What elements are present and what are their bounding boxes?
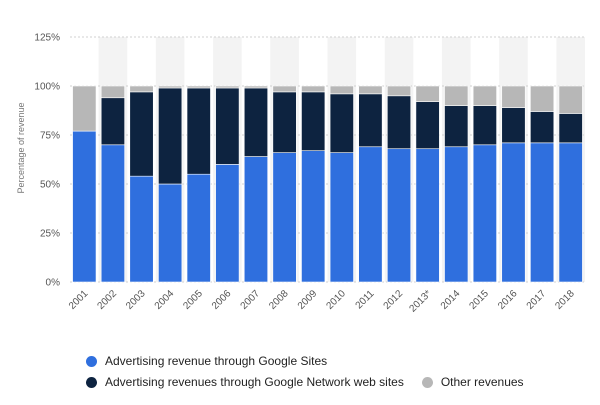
x-tick-label: 2012 bbox=[382, 288, 406, 312]
bar-segment-network-sites[interactable] bbox=[530, 111, 555, 144]
bar-segment-google-sites[interactable] bbox=[272, 152, 297, 283]
bar-segment-google-sites[interactable] bbox=[72, 130, 97, 283]
x-tick-label: 2018 bbox=[553, 288, 577, 312]
x-tick-label: 2001 bbox=[67, 288, 91, 312]
legend-item-network-sites[interactable]: Advertising revenues through Google Netw… bbox=[86, 375, 404, 389]
legend-label-network-sites: Advertising revenues through Google Netw… bbox=[105, 375, 404, 389]
bar-segment-google-sites[interactable] bbox=[243, 156, 269, 283]
y-tick-label: 100% bbox=[34, 82, 60, 93]
y-tick-label: 50% bbox=[40, 180, 60, 191]
bar-segment-google-sites[interactable] bbox=[386, 148, 412, 283]
bar-segment-other-revenues[interactable] bbox=[158, 85, 183, 89]
x-tick-label: 2013* bbox=[407, 288, 433, 314]
bar-segment-google-sites[interactable] bbox=[301, 150, 326, 283]
x-tick-label: 2016 bbox=[496, 288, 520, 312]
bar-segment-network-sites[interactable] bbox=[444, 105, 469, 148]
bar-segment-network-sites[interactable] bbox=[472, 105, 497, 146]
bar-segment-google-sites[interactable] bbox=[558, 142, 583, 283]
bar-segment-other-revenues[interactable] bbox=[129, 85, 154, 93]
bar-segment-google-sites[interactable] bbox=[415, 148, 440, 283]
x-tick-label: 2002 bbox=[96, 288, 120, 312]
bar-segment-google-sites[interactable] bbox=[444, 146, 469, 283]
bar-segment-other-revenues[interactable] bbox=[100, 85, 125, 99]
bar-segment-network-sites[interactable] bbox=[158, 87, 183, 185]
legend-dot-google-sites-icon bbox=[86, 355, 97, 367]
x-tick-label: 2015 bbox=[467, 288, 491, 312]
bar-segment-other-revenues[interactable] bbox=[243, 85, 269, 89]
bar-segment-network-sites[interactable] bbox=[386, 95, 412, 150]
bar-segment-google-sites[interactable] bbox=[501, 142, 526, 283]
bar-segment-other-revenues[interactable] bbox=[444, 85, 469, 106]
x-tick-label: 2010 bbox=[324, 288, 348, 312]
legend: Advertising revenue through Google Sites… bbox=[86, 352, 542, 394]
bar-segment-other-revenues[interactable] bbox=[301, 85, 326, 93]
bar-segment-other-revenues[interactable] bbox=[472, 85, 497, 106]
legend-row: Advertising revenues through Google Netw… bbox=[86, 373, 542, 391]
bar-segment-other-revenues[interactable] bbox=[415, 85, 440, 102]
bar-segment-network-sites[interactable] bbox=[215, 87, 240, 165]
bar-segment-other-revenues[interactable] bbox=[215, 85, 240, 89]
bar-segment-network-sites[interactable] bbox=[501, 107, 526, 144]
x-tick-label: 2003 bbox=[124, 288, 148, 312]
x-tick-label: 2005 bbox=[181, 288, 205, 312]
bar-segment-google-sites[interactable] bbox=[358, 146, 383, 283]
y-tick-label: 25% bbox=[40, 229, 60, 240]
bar-segment-network-sites[interactable] bbox=[329, 93, 354, 153]
x-tick-label: 2011 bbox=[354, 288, 377, 311]
legend-item-other-revenues[interactable]: Other revenues bbox=[421, 375, 524, 389]
y-tick-label: 75% bbox=[40, 131, 60, 142]
legend-row: Advertising revenue through Google Sites bbox=[86, 352, 542, 370]
bar-segment-other-revenues[interactable] bbox=[272, 85, 297, 93]
x-tick-label: 2008 bbox=[267, 288, 291, 312]
bar-segment-google-sites[interactable] bbox=[530, 142, 555, 283]
y-axis-label: Percentage of revenue bbox=[16, 102, 26, 193]
bar-segment-network-sites[interactable] bbox=[186, 87, 211, 175]
legend-dot-other-revenues-icon bbox=[421, 376, 433, 388]
x-tick-label: 2017 bbox=[525, 288, 549, 312]
legend-item-google-sites[interactable]: Advertising revenue through Google Sites bbox=[86, 354, 327, 368]
legend-label-other-revenues: Other revenues bbox=[440, 375, 524, 389]
bar-segment-google-sites[interactable] bbox=[186, 173, 211, 283]
x-tick-label: 2007 bbox=[239, 288, 263, 312]
bar-segment-network-sites[interactable] bbox=[558, 113, 583, 144]
x-tick-label: 2004 bbox=[153, 288, 177, 312]
x-tick-label: 2006 bbox=[210, 288, 234, 312]
bar-segment-other-revenues[interactable] bbox=[558, 85, 583, 114]
bar-segment-network-sites[interactable] bbox=[358, 93, 383, 148]
bar-segment-other-revenues[interactable] bbox=[329, 85, 354, 95]
bar-segment-other-revenues[interactable] bbox=[386, 85, 412, 97]
stacked-bar-chart: Percentage of revenue 0% 25% 50% 75% 100% 125… bbox=[16, 33, 585, 315]
bar-segment-network-sites[interactable] bbox=[415, 101, 440, 150]
bar-segment-google-sites[interactable] bbox=[129, 175, 154, 283]
bar-segment-network-sites[interactable] bbox=[129, 91, 154, 177]
bar-segment-other-revenues[interactable] bbox=[72, 85, 97, 132]
bar-segment-google-sites[interactable] bbox=[329, 152, 354, 283]
bar-segment-other-revenues[interactable] bbox=[530, 85, 555, 112]
x-tick-label: 2009 bbox=[296, 288, 320, 312]
bar-segment-network-sites[interactable] bbox=[301, 91, 326, 151]
x-tick-label: 2014 bbox=[439, 288, 463, 312]
y-tick-label: 0% bbox=[46, 278, 61, 289]
legend-label-google-sites: Advertising revenue through Google Sites bbox=[105, 354, 328, 368]
bar-segment-other-revenues[interactable] bbox=[186, 85, 211, 89]
bar-segment-network-sites[interactable] bbox=[100, 97, 125, 146]
bar-segment-google-sites[interactable] bbox=[472, 144, 497, 283]
bar-segment-network-sites[interactable] bbox=[272, 91, 297, 153]
bar-segment-network-sites[interactable] bbox=[243, 87, 269, 157]
bar-segment-google-sites[interactable] bbox=[158, 183, 183, 283]
bar-segment-google-sites[interactable] bbox=[215, 164, 240, 283]
legend-dot-network-sites-icon bbox=[86, 376, 97, 388]
y-tick-label: 125% bbox=[34, 33, 60, 44]
bar-segment-other-revenues[interactable] bbox=[501, 85, 526, 108]
bar-segment-other-revenues[interactable] bbox=[358, 85, 383, 95]
bar-segment-google-sites[interactable] bbox=[100, 144, 125, 283]
